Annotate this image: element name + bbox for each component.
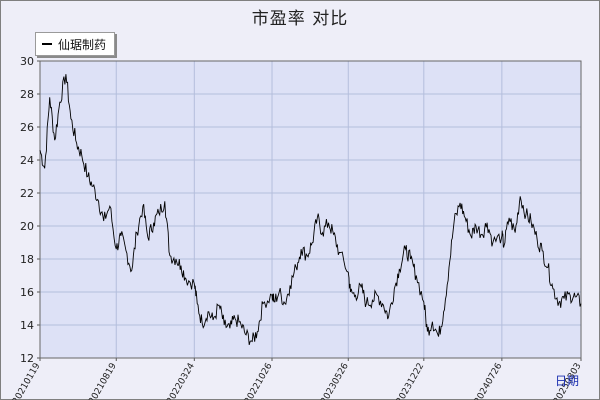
plot-area	[40, 61, 581, 358]
y-tick-label: 26	[20, 121, 34, 134]
y-tick-label: 30	[20, 55, 34, 68]
series-line	[39, 74, 582, 346]
legend-swatch	[42, 43, 52, 45]
legend: 仙琚制药	[35, 32, 116, 56]
y-tick-label: 22	[20, 187, 34, 200]
x-axis-label: 日期	[555, 374, 580, 388]
y-tick-label: 18	[20, 253, 34, 266]
x-tick-label: 20230526	[319, 361, 351, 400]
x-tick-label: 20210819	[87, 361, 119, 400]
y-tick-label: 16	[20, 286, 34, 299]
y-tick-label: 20	[20, 220, 34, 233]
y-tick-label: 28	[20, 88, 34, 101]
y-tick-label: 12	[20, 352, 34, 365]
plot-border	[39, 60, 582, 359]
y-tick-label: 14	[20, 319, 34, 332]
x-tick-label: 20210119	[11, 361, 43, 400]
x-tick-label: 20221026	[243, 361, 275, 400]
x-tick-label: 20220324	[165, 361, 197, 400]
y-tick-label: 24	[20, 154, 34, 167]
chart-title: 市盈率 对比	[251, 9, 349, 29]
x-tick-label: 20231222	[395, 362, 427, 400]
legend-label: 仙琚制药	[58, 37, 107, 52]
x-tick-label: 20240726	[473, 361, 505, 400]
